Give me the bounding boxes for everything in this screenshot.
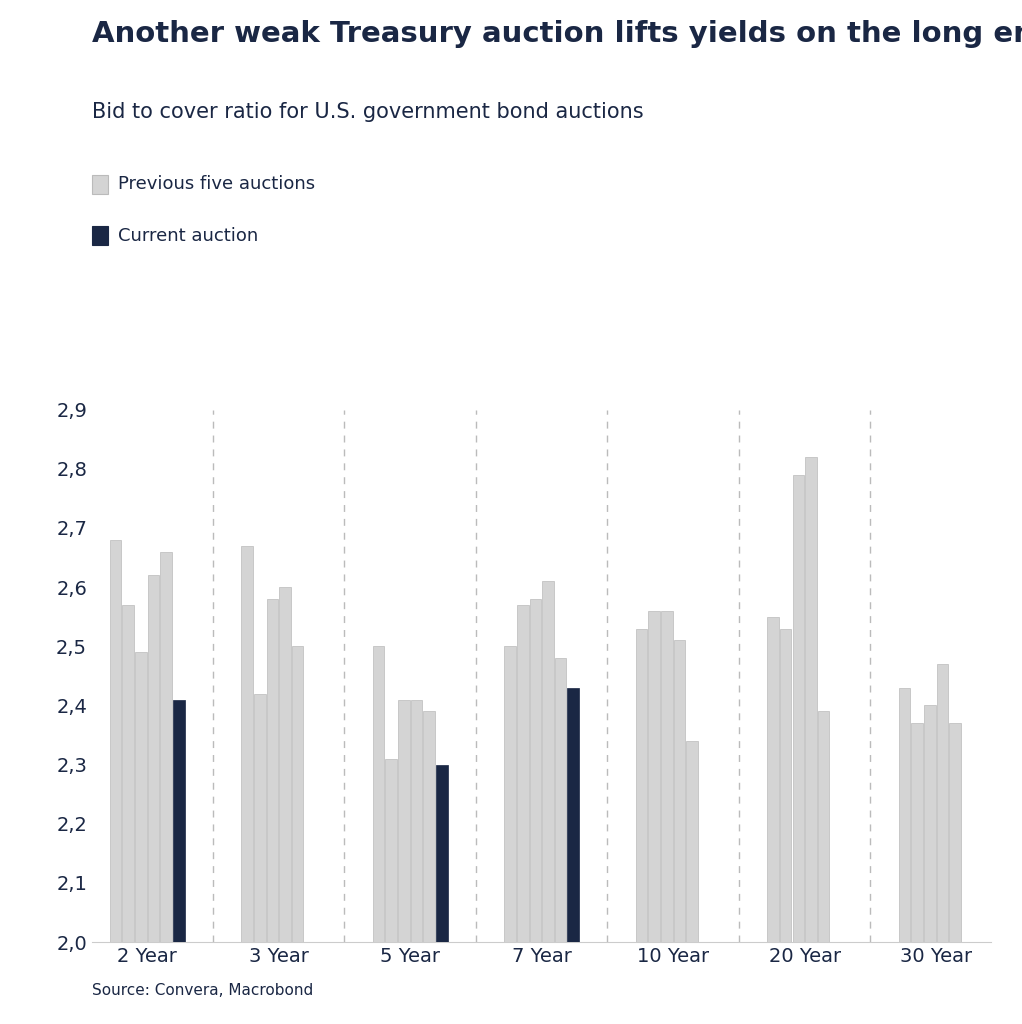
Bar — [123, 605, 134, 942]
Bar — [805, 457, 817, 942]
Bar — [423, 712, 435, 942]
Bar — [529, 599, 541, 942]
Bar — [173, 699, 185, 942]
Bar — [267, 599, 278, 942]
Bar — [517, 605, 528, 942]
Bar — [254, 693, 266, 942]
Bar — [661, 610, 672, 942]
Bar — [160, 552, 172, 942]
Bar — [135, 652, 147, 942]
Bar — [436, 765, 448, 942]
Bar — [241, 546, 252, 942]
Bar — [818, 712, 829, 942]
Bar — [780, 629, 791, 942]
Bar — [504, 646, 516, 942]
Bar — [555, 658, 566, 942]
Bar — [292, 646, 304, 942]
Bar — [279, 587, 291, 942]
Bar — [567, 688, 579, 942]
Bar — [148, 575, 159, 942]
Text: Previous five auctions: Previous five auctions — [118, 175, 315, 194]
Bar — [792, 475, 804, 942]
Bar — [543, 582, 554, 942]
Text: Source: Convera, Macrobond: Source: Convera, Macrobond — [92, 983, 313, 998]
Bar — [399, 699, 410, 942]
Bar — [924, 706, 935, 942]
Bar — [949, 723, 961, 942]
Bar — [373, 646, 384, 942]
Bar — [687, 741, 698, 942]
Text: Bid to cover ratio for U.S. government bond auctions: Bid to cover ratio for U.S. government b… — [92, 102, 644, 123]
Bar — [936, 664, 948, 942]
Bar — [673, 640, 685, 942]
Bar — [109, 540, 122, 942]
Bar — [411, 699, 422, 942]
Bar — [912, 723, 923, 942]
Text: Another weak Treasury auction lifts yields on the long end: Another weak Treasury auction lifts yiel… — [92, 20, 1022, 48]
Bar — [898, 688, 911, 942]
Text: Current auction: Current auction — [118, 226, 259, 245]
Bar — [385, 759, 397, 942]
Bar — [648, 610, 660, 942]
Bar — [768, 616, 779, 942]
Bar — [636, 629, 647, 942]
